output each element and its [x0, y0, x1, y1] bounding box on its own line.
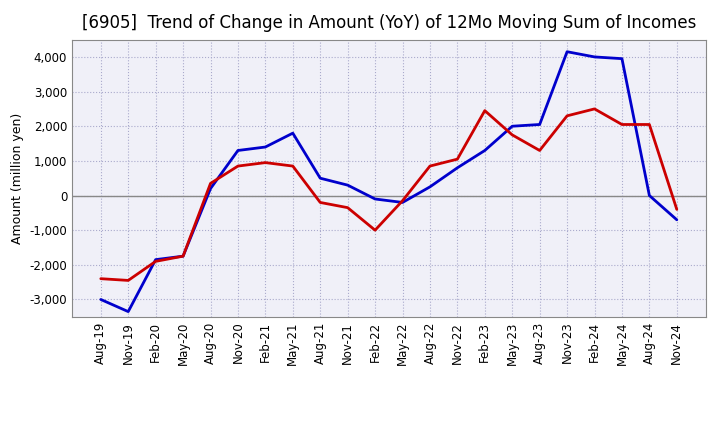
Net Income: [261, 160, 270, 165]
Net Income: [398, 198, 407, 203]
Ordinary Income: [563, 49, 572, 55]
Ordinary Income: [672, 217, 681, 222]
Net Income: [672, 207, 681, 212]
Ordinary Income: [536, 122, 544, 127]
Ordinary Income: [206, 186, 215, 191]
Net Income: [289, 163, 297, 169]
Net Income: [151, 259, 160, 264]
Ordinary Income: [398, 200, 407, 205]
Net Income: [426, 163, 434, 169]
Line: Net Income: Net Income: [101, 109, 677, 280]
Net Income: [96, 276, 105, 281]
Ordinary Income: [151, 257, 160, 262]
Line: Ordinary Income: Ordinary Income: [101, 52, 677, 312]
Net Income: [233, 163, 242, 169]
Net Income: [453, 157, 462, 162]
Ordinary Income: [96, 297, 105, 302]
Net Income: [645, 122, 654, 127]
Net Income: [590, 106, 599, 111]
Ordinary Income: [124, 309, 132, 314]
Net Income: [563, 113, 572, 118]
Ordinary Income: [480, 148, 489, 153]
Net Income: [206, 181, 215, 186]
Net Income: [124, 278, 132, 283]
Ordinary Income: [233, 148, 242, 153]
Ordinary Income: [289, 131, 297, 136]
Ordinary Income: [343, 183, 352, 188]
Net Income: [371, 227, 379, 233]
Net Income: [508, 132, 516, 138]
Ordinary Income: [261, 144, 270, 150]
Ordinary Income: [645, 193, 654, 198]
Net Income: [536, 148, 544, 153]
Net Income: [343, 205, 352, 210]
Ordinary Income: [179, 253, 187, 259]
Net Income: [179, 253, 187, 259]
Ordinary Income: [453, 165, 462, 170]
Ordinary Income: [590, 54, 599, 59]
Ordinary Income: [508, 124, 516, 129]
Ordinary Income: [371, 196, 379, 202]
Y-axis label: Amount (million yen): Amount (million yen): [11, 113, 24, 244]
Net Income: [618, 122, 626, 127]
Title: [6905]  Trend of Change in Amount (YoY) of 12Mo Moving Sum of Incomes: [6905] Trend of Change in Amount (YoY) o…: [81, 15, 696, 33]
Ordinary Income: [426, 184, 434, 190]
Ordinary Income: [618, 56, 626, 61]
Net Income: [316, 200, 325, 205]
Net Income: [480, 108, 489, 113]
Ordinary Income: [316, 176, 325, 181]
